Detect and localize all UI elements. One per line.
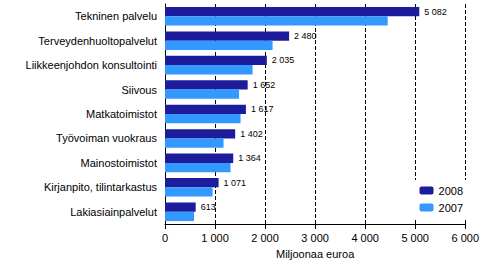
svg-text:1 071: 1 071 <box>224 178 247 188</box>
svg-text:Miljoonaa euroa: Miljoonaa euroa <box>276 248 355 260</box>
svg-text:Tekninen palvelu: Tekninen palvelu <box>75 10 157 22</box>
svg-text:2 000: 2 000 <box>251 232 279 244</box>
svg-text:1 000: 1 000 <box>201 232 229 244</box>
svg-text:5 082: 5 082 <box>424 7 447 17</box>
svg-text:Työvoiman vuokraus: Työvoiman vuokraus <box>56 132 157 144</box>
svg-text:Kirjanpito, tilintarkastus: Kirjanpito, tilintarkastus <box>44 181 158 193</box>
svg-text:2007: 2007 <box>439 202 463 214</box>
svg-text:0: 0 <box>162 232 168 244</box>
svg-text:3 000: 3 000 <box>301 232 329 244</box>
svg-text:1 617: 1 617 <box>251 104 274 114</box>
svg-text:Mainostoimistot: Mainostoimistot <box>81 157 157 169</box>
svg-text:4 000: 4 000 <box>351 232 379 244</box>
svg-text:Lakiasiainpalvelut: Lakiasiainpalvelut <box>70 206 157 218</box>
svg-text:613: 613 <box>201 202 216 212</box>
svg-text:5 000: 5 000 <box>401 232 429 244</box>
svg-text:Siivous: Siivous <box>122 84 158 96</box>
svg-text:Liikkeenjohdon konsultointi: Liikkeenjohdon konsultointi <box>26 59 157 71</box>
svg-text:1 364: 1 364 <box>238 153 261 163</box>
svg-text:Terveydenhuoltopalvelut: Terveydenhuoltopalvelut <box>38 35 157 47</box>
svg-text:1 652: 1 652 <box>253 80 276 90</box>
svg-text:1 402: 1 402 <box>240 129 263 139</box>
svg-text:2008: 2008 <box>439 185 463 197</box>
svg-text:2 035: 2 035 <box>272 55 295 65</box>
svg-text:6 000: 6 000 <box>451 232 479 244</box>
svg-text:Matkatoimistot: Matkatoimistot <box>86 108 157 120</box>
svg-text:2 480: 2 480 <box>294 31 317 41</box>
